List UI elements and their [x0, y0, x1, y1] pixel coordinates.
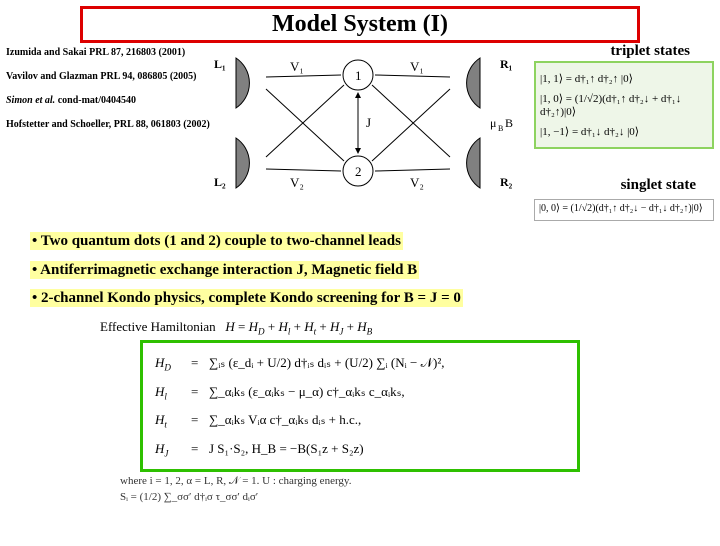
eq-lhs: Ht: [155, 406, 191, 435]
eq-lhs: Hl: [155, 378, 191, 407]
svg-text:V₁: V₁: [410, 59, 424, 74]
triplet-label: triplet states: [610, 43, 690, 60]
eq-row: HJ=J S₁·S₂, H_B = −B(S₁z + S₂z): [155, 435, 565, 464]
triplet-state: |1, −1⟩ = d†₁↓ d†₂↓ |0⟩: [540, 125, 708, 138]
eq-rhs: J S₁·S₂, H_B = −B(S₁z + S₂z): [209, 435, 364, 464]
svg-text:B: B: [498, 124, 503, 133]
citation: Vavilov and Glazman PRL 94, 086805 (2005…: [6, 71, 236, 83]
lead-label-R1: R₁: [500, 57, 512, 72]
lead-label-L2: L₂: [214, 175, 226, 190]
bullet-item: • 2-channel Kondo physics, complete Kond…: [30, 289, 463, 307]
eq-rhs: ∑ᵢₛ (ε_dᵢ + U/2) d†ᵢₛ dᵢₛ + (U/2) ∑ᵢ (Nᵢ…: [209, 349, 445, 378]
eq-rhs: ∑_αᵢkₛ (ε_αᵢkₛ − μ_α) c†_αᵢkₛ c_αᵢkₛ,: [209, 378, 405, 407]
svg-text:V₁: V₁: [290, 59, 304, 74]
svg-text:V₂: V₂: [290, 175, 304, 190]
citation: Izumida and Sakai PRL 87, 216803 (2001): [6, 47, 236, 59]
top-region: Izumida and Sakai PRL 87, 216803 (2001) …: [0, 47, 720, 217]
where-clause: where i = 1, 2, α = L, R, 𝒩 = 1. U : cha…: [120, 474, 720, 505]
lead-label-L1: L₁: [214, 57, 226, 72]
bullet-item: • Antiferrimagnetic exchange interaction…: [30, 261, 419, 279]
eq-lhs: HD: [155, 349, 191, 378]
hamiltonian-box: HD=∑ᵢₛ (ε_dᵢ + U/2) d†ᵢₛ dᵢₛ + (U/2) ∑ᵢ …: [140, 340, 580, 472]
hamiltonian-header: Effective Hamiltonian H = HD + Hl + Ht +…: [100, 319, 720, 337]
citation-list: Izumida and Sakai PRL 87, 216803 (2001) …: [6, 47, 236, 143]
eq-lhs: HJ: [155, 435, 191, 464]
svg-text:J: J: [366, 115, 371, 130]
where-line: where i = 1, 2, α = L, R, 𝒩 = 1. U : cha…: [120, 474, 720, 489]
svg-text:B: B: [505, 116, 513, 130]
bullet-list: • Two quantum dots (1 and 2) couple to t…: [30, 227, 702, 313]
citation: Hofstetter and Schoeller, PRL 88, 061803…: [6, 119, 236, 131]
svg-text:μ: μ: [490, 116, 496, 130]
page-title: Model System (I): [83, 11, 637, 38]
citation-etal: et al.: [35, 95, 55, 106]
citation: Simon et al. cond-mat/0404540: [6, 95, 236, 107]
system-diagram: 1 2 V₁ V₁ V₂ V₂ J μBB: [218, 53, 528, 193]
svg-text:1: 1: [355, 68, 362, 83]
eq-row: HD=∑ᵢₛ (ε_dᵢ + U/2) d†ᵢₛ dᵢₛ + (U/2) ∑ᵢ …: [155, 349, 565, 378]
eq-row: Ht=∑_αᵢkₛ Vᵢα c†_αᵢkₛ dᵢₛ + h.c.,: [155, 406, 565, 435]
eq-row: Hl=∑_αᵢkₛ (ε_αᵢkₛ − μ_α) c†_αᵢkₛ c_αᵢkₛ,: [155, 378, 565, 407]
triplet-state: |1, 1⟩ = d†₁↑ d†₂↑ |0⟩: [540, 72, 708, 85]
svg-text:V₂: V₂: [410, 175, 424, 190]
singlet-state-box: |0, 0⟩ = (1/√2)(d†₁↑ d†₂↓ − d†₁↓ d†₂↑)|0…: [534, 199, 714, 221]
triplet-states-box: |1, 1⟩ = d†₁↑ d†₂↑ |0⟩ |1, 0⟩ = (1/√2)(d…: [534, 61, 714, 149]
svg-text:2: 2: [355, 164, 362, 179]
bullet-item: • Two quantum dots (1 and 2) couple to t…: [30, 232, 403, 250]
singlet-label: singlet state: [621, 177, 696, 194]
lead-label-R2: R₂: [500, 175, 512, 190]
citation-remainder: cond-mat/0404540: [58, 95, 136, 106]
triplet-state: |1, 0⟩ = (1/√2)(d†₁↑ d†₂↓ + d†₁↓ d†₂↑)|0…: [540, 92, 708, 118]
title-box: Model System (I): [80, 6, 640, 43]
eq-rhs: ∑_αᵢkₛ Vᵢα c†_αᵢkₛ dᵢₛ + h.c.,: [209, 406, 361, 435]
spin-def: Sᵢ = (1/2) ∑_σσ′ d†ᵢσ τ_σσ′ dᵢσ′: [120, 490, 720, 505]
